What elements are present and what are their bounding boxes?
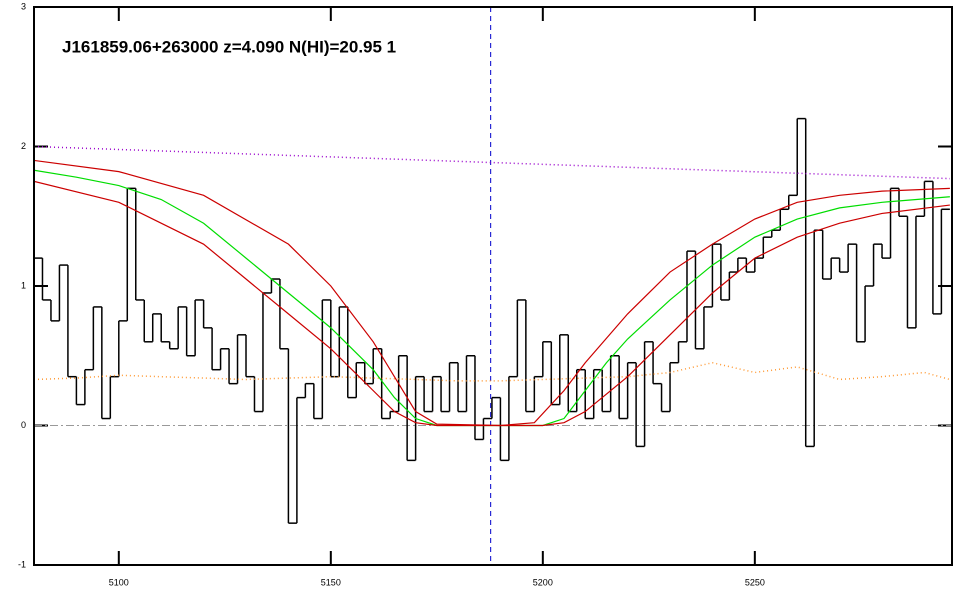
series-line	[34, 145, 950, 180]
x-tick-label: 5100	[109, 577, 129, 587]
series-line	[34, 180, 950, 427]
x-tick-label: 5150	[321, 577, 341, 587]
plot-frame	[33, 6, 953, 566]
y-tick-label: 2	[21, 141, 26, 151]
y-tick-label: 0	[21, 420, 26, 430]
y-tick-label: 3	[21, 1, 26, 11]
x-tick-label: 5200	[533, 577, 553, 587]
y-tick-label: 1	[21, 280, 26, 290]
chart-title: J161859.06+263000 z=4.090 N(HI)=20.95 1	[62, 37, 396, 56]
y-tick-label: -1	[18, 559, 26, 569]
x-tick-label: 5250	[745, 577, 765, 587]
series-line	[34, 159, 950, 427]
